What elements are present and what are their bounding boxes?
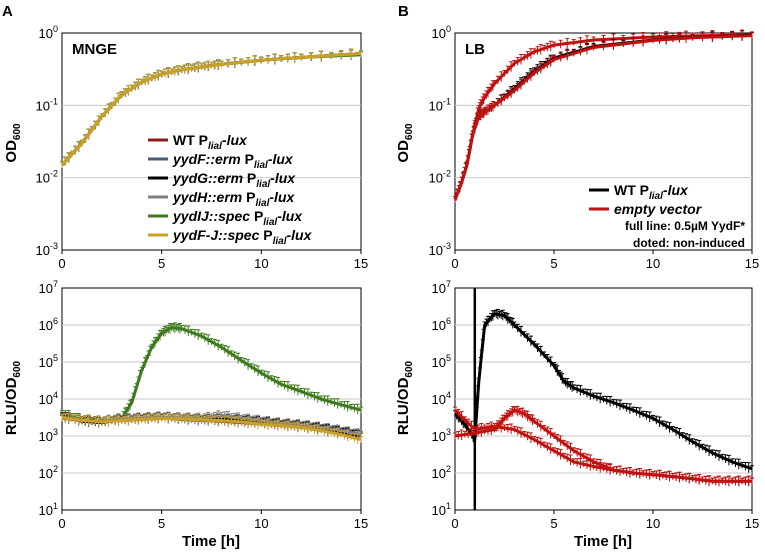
y-axis-title: OD600: [395, 123, 415, 163]
series-line: [60, 413, 363, 444]
legend-label: empty vector: [614, 201, 703, 217]
y-tick-label: 100: [432, 24, 451, 41]
legend-label: yydF-J::spec Plial-lux: [172, 227, 313, 247]
x-tick-label: 15: [745, 256, 759, 271]
x-tick-label: 10: [254, 516, 268, 531]
y-tick-label: 104: [432, 390, 451, 407]
x-tick-label: 10: [646, 256, 660, 271]
series-path: [453, 34, 753, 200]
x-tick-label: 15: [354, 256, 368, 271]
y-tick-label: 106: [39, 316, 58, 333]
y-tick-label: 105: [39, 353, 58, 370]
series-line: [453, 30, 754, 203]
series-line: [60, 322, 363, 426]
plot-frame: [454, 32, 753, 251]
chart-mnge-od: 10-3 10-2 10-1 100 0 5 10 15 MNGE OD600 WT Plia…: [3, 24, 368, 271]
panel-letter-b: B: [398, 3, 409, 20]
y-tick-label: 10-3: [429, 241, 451, 258]
y-tick-label: 10-1: [429, 96, 451, 113]
y-tick-label: 106: [432, 316, 451, 333]
legend-label: yydH::erm Plial-lux: [172, 189, 295, 209]
series-line: [453, 308, 754, 473]
x-tick-label: 10: [646, 516, 660, 531]
y-tick-label: 102: [39, 464, 58, 481]
annotation-dotted: doted: non-induced: [633, 236, 745, 250]
x-tick-label: 5: [550, 516, 557, 531]
y-tick-label: 101: [432, 501, 451, 518]
y-tick-label: 10-3: [36, 241, 58, 258]
x-tick-label: 10: [254, 256, 268, 271]
legend-label: yydIJ::spec Plial-lux: [172, 208, 303, 228]
series-path: [61, 416, 362, 442]
series-path: [453, 33, 753, 200]
series-path: [60, 52, 362, 166]
y-tick-label: 10-2: [36, 169, 58, 186]
annotation-full-line: full line: 0.5µM YydF*: [625, 219, 745, 233]
y-tick-label: 10-1: [36, 96, 58, 113]
y-tick-label: 10-2: [429, 169, 451, 186]
legend-label: WT Plial-lux: [173, 132, 248, 152]
y-tick-label: 107: [39, 279, 58, 296]
series-path: [61, 326, 362, 423]
x-tick-label: 15: [745, 516, 759, 531]
x-tick-label: 5: [550, 256, 557, 271]
series-line: [453, 406, 754, 487]
y-axis-title: RLU/OD600: [3, 360, 23, 435]
x-axis-title: Time [h]: [182, 533, 240, 550]
series-path: [453, 33, 753, 200]
series-path: [453, 312, 753, 471]
plot-frame: [61, 32, 362, 251]
series-line: [60, 48, 363, 168]
x-tick-label: 0: [451, 256, 458, 271]
y-tick-label: 107: [432, 279, 451, 296]
y-tick-label: 102: [432, 464, 451, 481]
y-tick-label: 104: [39, 390, 58, 407]
y-tick-label: 103: [39, 427, 58, 444]
chart-lb-od: 10-3 10-2 10-1 100 0 5 10 15 LB OD600 WT Plial-…: [395, 24, 759, 271]
chart-mnge-rlu: 101 102 103 104 105 106 107 0 5 10 15 RLU/OD600 Ti…: [3, 279, 368, 550]
x-tick-label: 0: [451, 516, 458, 531]
x-axis-title: Time [h]: [574, 533, 632, 550]
x-tick-label: 15: [354, 516, 368, 531]
y-tick-label: 101: [39, 501, 58, 518]
y-tick-label: 103: [432, 427, 451, 444]
series-line: [453, 29, 754, 203]
panel-letter-a: A: [2, 3, 13, 20]
y-tick-label: 105: [432, 353, 451, 370]
x-tick-label: 5: [158, 516, 165, 531]
series-line: [453, 30, 754, 203]
x-tick-label: 0: [58, 516, 65, 531]
panel-label-mnge: MNGE: [72, 41, 117, 58]
legend-label: WT Plial-lux: [614, 182, 689, 202]
y-axis-title: OD600: [3, 123, 23, 163]
series-path: [453, 409, 752, 483]
legend-label: yydF::erm Plial-lux: [172, 151, 294, 171]
y-axis-title: RLU/OD600: [395, 360, 415, 435]
panel-label-lb: LB: [465, 41, 485, 58]
y-tick-label: 100: [39, 24, 58, 41]
chart-lb-rlu: 101 102 103 104 105 106 107 0 5 10 15 RLU/OD600 Ti…: [395, 279, 759, 550]
x-tick-label: 0: [58, 256, 65, 271]
legend-label: yydG::erm Plial-lux: [172, 170, 296, 190]
x-tick-label: 5: [158, 256, 165, 271]
